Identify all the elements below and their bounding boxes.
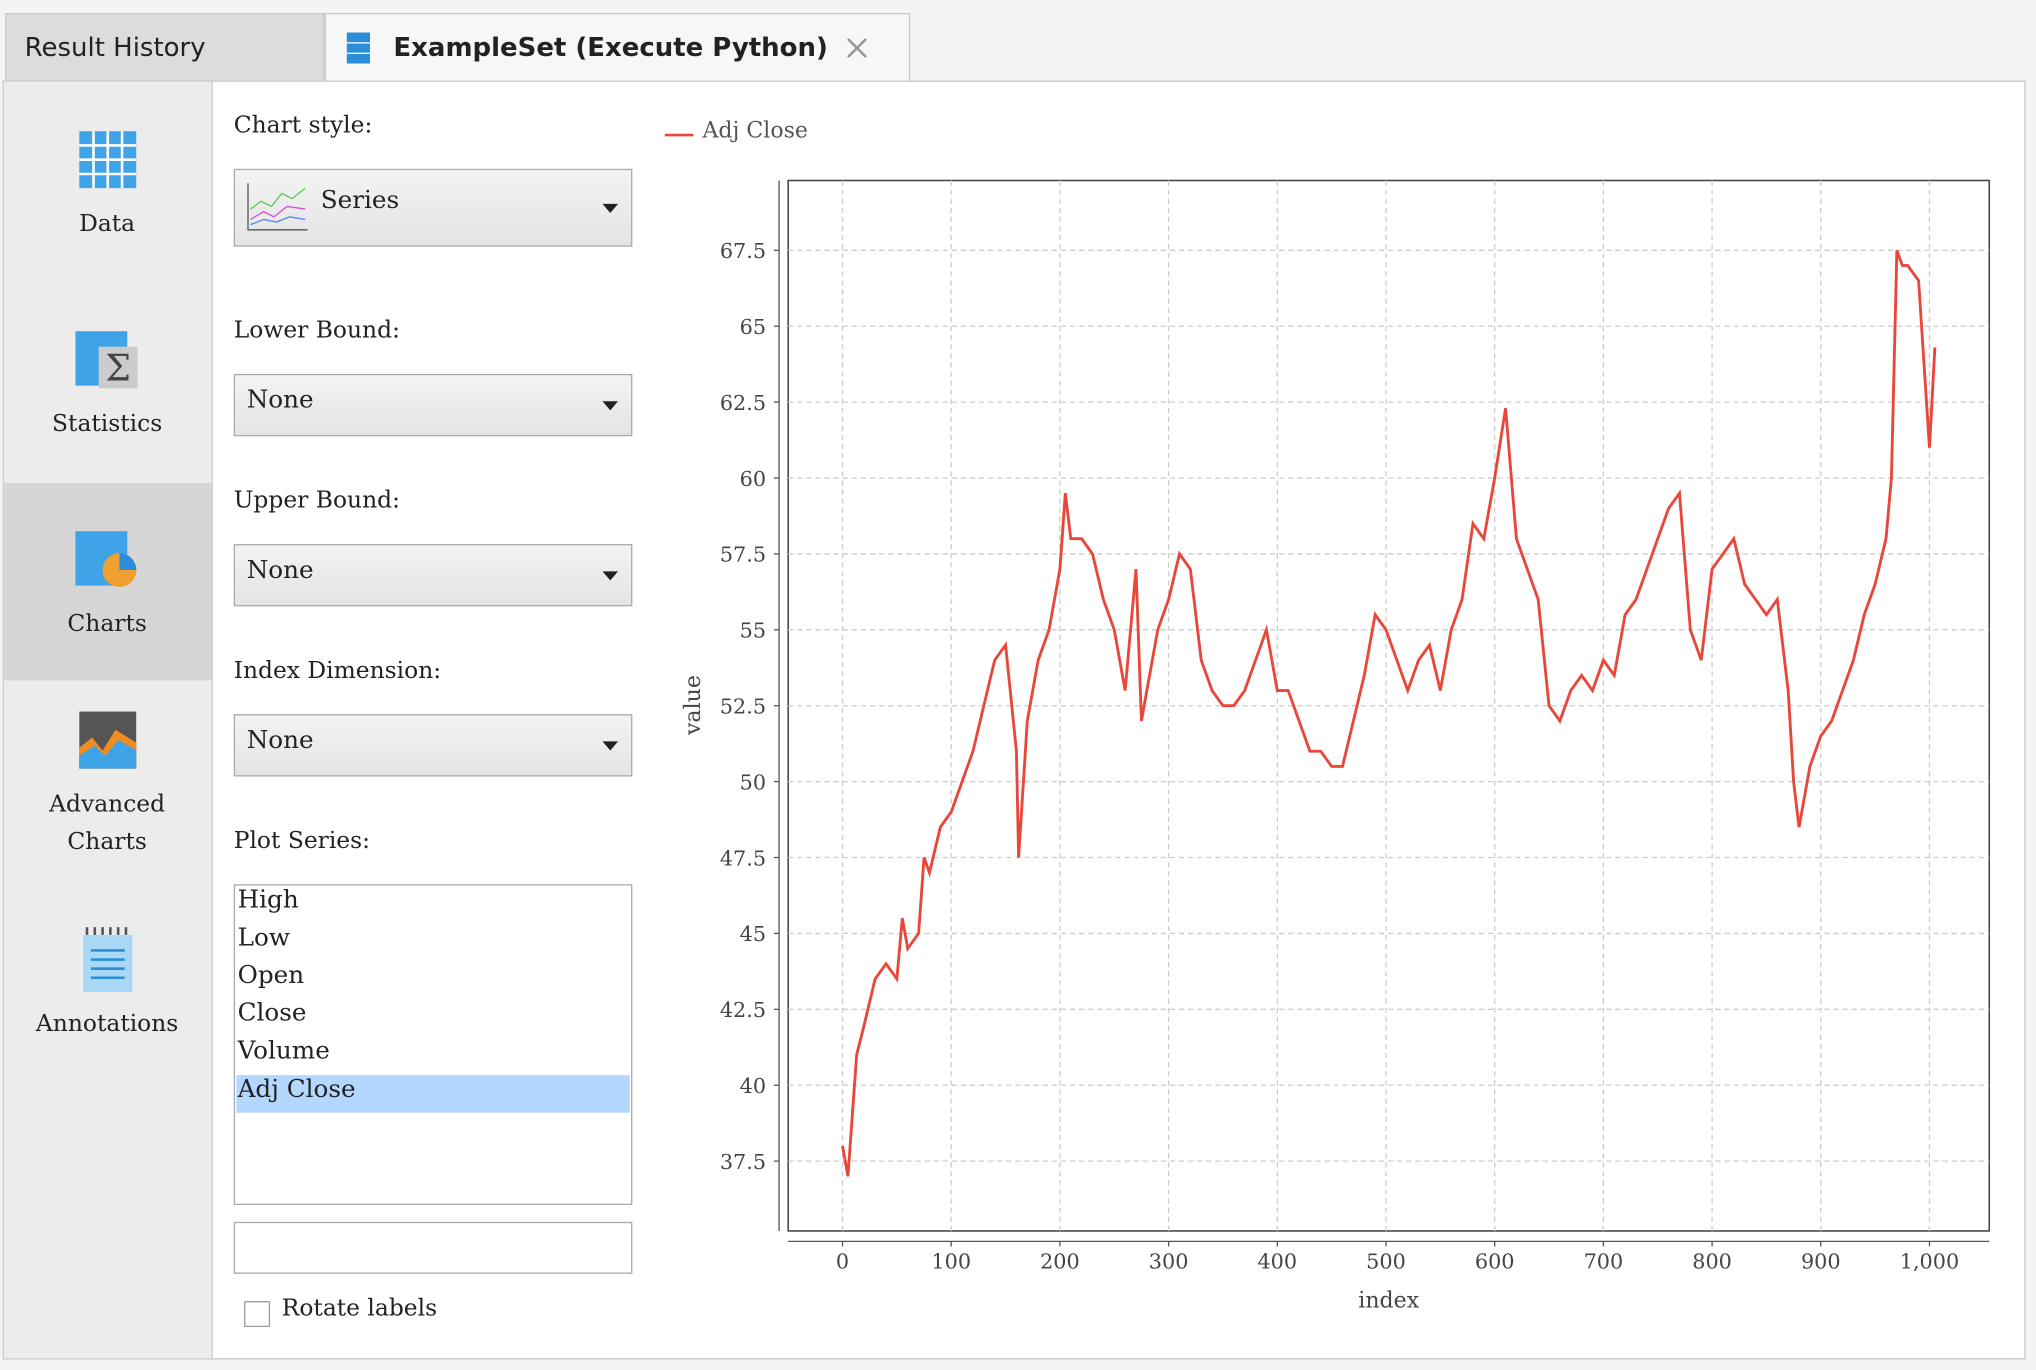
x-tick-label: 500 — [1366, 1250, 1406, 1274]
dropdown-value: None — [246, 725, 314, 755]
tab[interactable]: Result History — [5, 12, 325, 81]
y-tick-label: 57.5 — [720, 543, 766, 567]
x-tick-label: 700 — [1584, 1250, 1624, 1274]
x-axis-label: index — [1358, 1289, 1419, 1314]
legend-label: Adj Close — [701, 119, 808, 144]
series-line — [841, 249, 1937, 1177]
dropdown-value: None — [246, 555, 314, 585]
y-tick-label: 45 — [740, 922, 766, 946]
text-field[interactable] — [233, 1221, 633, 1274]
tab-label: ExampleSet (Execute Python) — [393, 31, 828, 63]
tab-icon — [346, 32, 371, 64]
label: Chart style: — [233, 111, 373, 139]
y-tick-label: 52.5 — [720, 695, 766, 719]
tab-active[interactable]: ExampleSet (Execute Python) — [324, 12, 911, 81]
list-item[interactable]: Volume — [237, 1036, 330, 1065]
x-tick-label: 800 — [1692, 1250, 1732, 1274]
y-tick-label: 65 — [740, 315, 766, 339]
x-tick-label: 600 — [1475, 1250, 1515, 1274]
dropdown[interactable]: None — [233, 714, 633, 777]
dropdown[interactable]: None — [233, 373, 633, 437]
y-axis-label: value — [681, 675, 706, 736]
tab-label: Result History — [24, 31, 206, 63]
sidebar-item[interactable]: Advanced Charts — [49, 790, 166, 856]
x-tick-label: 100 — [931, 1250, 971, 1274]
label: Upper Bound: — [233, 486, 400, 515]
y-tick-label: 37.5 — [720, 1150, 766, 1174]
charts-icon — [75, 531, 137, 587]
dropdown[interactable]: Series — [233, 168, 633, 247]
y-tick-label: 42.5 — [720, 998, 766, 1022]
dropdown[interactable]: None — [233, 544, 633, 607]
data-icon — [79, 131, 137, 189]
label: Lower Bound: — [233, 316, 400, 345]
list-item[interactable]: Open — [237, 960, 305, 990]
dropdown-value: Series — [320, 185, 400, 215]
dropdown-value: None — [246, 385, 314, 415]
checkbox[interactable] — [244, 1301, 271, 1328]
sidebar-item[interactable]: Data — [79, 210, 136, 238]
y-tick-label: 55 — [740, 619, 766, 643]
list-item[interactable]: Low — [237, 923, 290, 952]
list-item[interactable]: High — [237, 885, 299, 915]
y-tick-label: 60 — [740, 467, 766, 491]
y-tick-label: 62.5 — [720, 391, 766, 415]
x-tick-label: 0 — [836, 1250, 849, 1274]
x-tick-label: 300 — [1149, 1250, 1189, 1274]
series-icon — [247, 183, 308, 231]
close-button[interactable] — [845, 36, 868, 59]
chart: 37.5 40 42.5 45 47.5 50 52.5 55 57.5 60 62.5 65 67.5… — [664, 119, 1991, 1314]
x-tick-label: 200 — [1040, 1250, 1080, 1274]
y-tick-label: 50 — [740, 770, 766, 794]
y-tick-label: 40 — [740, 1074, 766, 1098]
series-list: High Low Open Close Volume Adj Close — [233, 884, 633, 1205]
y-tick-label: 67.5 — [720, 239, 766, 263]
advanced-charts-icon — [79, 711, 137, 769]
sidebar-item[interactable]: Charts — [67, 610, 147, 638]
list-item-selected[interactable]: Adj Close — [236, 1075, 630, 1113]
list-item[interactable]: Close — [237, 998, 307, 1028]
x-tick-label: 1,000 — [1900, 1250, 1959, 1274]
label: Plot Series: — [233, 827, 371, 855]
x-tick-label: 900 — [1801, 1250, 1841, 1274]
svg-text:Σ: Σ — [105, 346, 131, 389]
sidebar-item[interactable]: Statistics — [52, 410, 163, 438]
statistics-icon: Σ — [75, 331, 138, 389]
x-tick-label: 400 — [1257, 1250, 1297, 1274]
y-tick-label: 47.5 — [720, 846, 766, 870]
checkbox-label: Rotate labels — [281, 1294, 438, 1322]
annotations-icon — [83, 927, 133, 993]
sidebar-item[interactable]: Annotations — [35, 1010, 179, 1038]
label: Index Dimension: — [233, 657, 442, 685]
